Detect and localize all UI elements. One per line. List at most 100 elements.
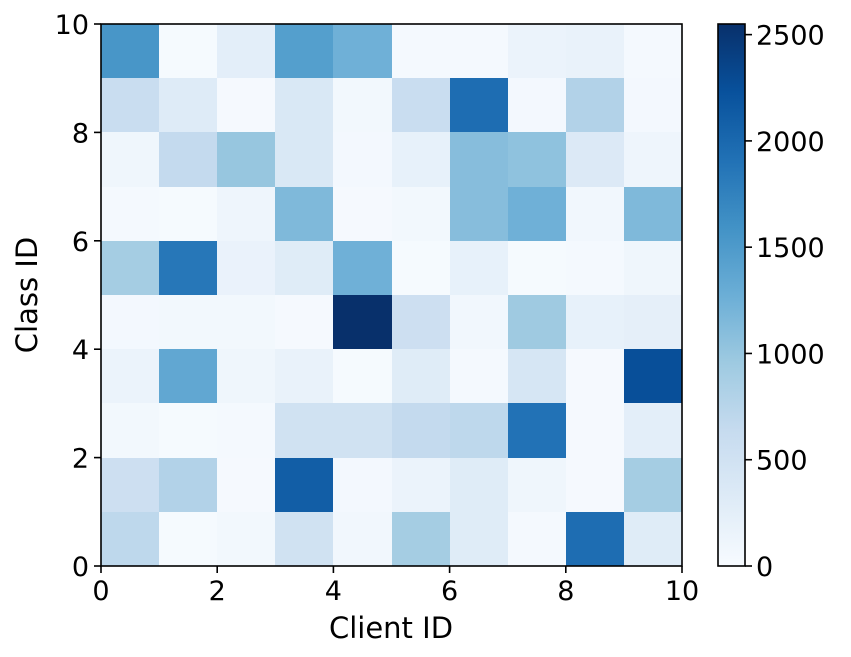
heatmap-cell (333, 349, 392, 403)
heatmap-cell (275, 187, 333, 241)
heatmap-cell (333, 187, 392, 241)
heatmap-cell (392, 403, 450, 458)
heatmap-cell (566, 187, 624, 241)
heatmap-cell (508, 512, 566, 566)
heatmap-cell (392, 295, 450, 349)
heatmap-cell (450, 132, 508, 187)
heatmap-cell (333, 132, 392, 187)
heatmap-cell (566, 132, 624, 187)
heatmap-cell (566, 295, 624, 349)
colorbar-axis: 0 500 1000 1500 2000 2500 (745, 21, 825, 583)
heatmap-cell (275, 512, 333, 566)
plot-frame (100, 23, 683, 567)
x-axis-label: Client ID (329, 611, 453, 645)
heatmap-cell (392, 187, 450, 241)
x-tick-label: 0 (92, 576, 109, 607)
heatmap-cell (275, 295, 333, 349)
heatmap-cell (159, 512, 217, 566)
heatmap-cell (101, 187, 159, 241)
heatmap-cell (450, 458, 508, 512)
heatmap-cell (333, 295, 392, 349)
heatmap-cell (101, 78, 159, 132)
colorbar-tick-label: 1000 (756, 339, 825, 370)
heatmap-cell (333, 24, 392, 78)
y-axis: 0 2 4 6 8 10 (55, 10, 101, 583)
heatmap-cell (101, 458, 159, 512)
heatmap-cell (275, 132, 333, 187)
heatmap-cell (217, 241, 275, 295)
heatmap-cell (333, 458, 392, 512)
heatmap-cell (159, 78, 217, 132)
heatmap-cell (101, 403, 159, 458)
heatmap-cell (101, 241, 159, 295)
y-tick-label: 10 (55, 10, 89, 41)
heatmap-cell (217, 403, 275, 458)
heatmap-cell (508, 458, 566, 512)
heatmap-cell (450, 403, 508, 458)
heatmap-cell (508, 132, 566, 187)
heatmap-cell (566, 512, 624, 566)
x-tick-label: 8 (557, 576, 574, 607)
heatmap-cell (450, 241, 508, 295)
heatmap-cell (566, 78, 624, 132)
colorbar-tick-label: 2500 (756, 21, 825, 52)
heatmap-cell (159, 187, 217, 241)
heatmap-cell (159, 24, 217, 78)
heatmap-cell (624, 187, 682, 241)
heatmap-cell (508, 295, 566, 349)
heatmap-cell (624, 24, 682, 78)
heatmap-cell (101, 512, 159, 566)
colorbar-tick-label: 0 (756, 552, 773, 583)
y-tick-label: 6 (72, 227, 89, 258)
heatmap-cell (333, 403, 392, 458)
heatmap-cell (159, 241, 217, 295)
heatmap-cell (566, 24, 624, 78)
heatmap-cell (101, 132, 159, 187)
heatmap-cell (566, 458, 624, 512)
heatmap-cell (275, 349, 333, 403)
heatmap-cell (508, 187, 566, 241)
heatmap-cell (508, 241, 566, 295)
heatmap-cell (217, 295, 275, 349)
heatmap-cell (450, 512, 508, 566)
x-tick-label: 2 (209, 576, 226, 607)
heatmap-cell (101, 295, 159, 349)
x-tick-label: 4 (325, 576, 342, 607)
y-tick-label: 8 (72, 118, 89, 149)
heatmap-cell (275, 458, 333, 512)
heatmap-cell (392, 24, 450, 78)
heatmap-cell (217, 458, 275, 512)
heatmap-cell (450, 78, 508, 132)
colorbar (717, 23, 746, 567)
heatmap-cell (217, 24, 275, 78)
heatmap-cell (624, 241, 682, 295)
x-axis: 0 2 4 6 8 10 (92, 566, 699, 607)
heatmap-cell (450, 295, 508, 349)
heatmap-cell (392, 78, 450, 132)
colorbar-tick-label: 2000 (756, 127, 825, 158)
heatmap-cell (450, 349, 508, 403)
heatmap-cell (566, 403, 624, 458)
heatmap-cell (159, 132, 217, 187)
heatmap-cell (450, 24, 508, 78)
heatmap-cell (275, 403, 333, 458)
heatmap-cell (624, 295, 682, 349)
heatmap-cell (101, 349, 159, 403)
x-tick-label: 10 (665, 576, 699, 607)
heatmap-cell (624, 132, 682, 187)
heatmap-cell (624, 78, 682, 132)
heatmap-cell (333, 241, 392, 295)
heatmap-cell (392, 241, 450, 295)
heatmap-cell (392, 512, 450, 566)
heatmap-cell (217, 512, 275, 566)
heatmap-cell (101, 24, 159, 78)
heatmap-cell (217, 132, 275, 187)
heatmap-cell (275, 241, 333, 295)
heatmap-cell (159, 458, 217, 512)
heatmap-cells (101, 24, 682, 566)
heatmap-cell (275, 78, 333, 132)
heatmap-cell (159, 295, 217, 349)
heatmap-cell (624, 349, 682, 403)
x-tick-label: 6 (441, 576, 458, 607)
